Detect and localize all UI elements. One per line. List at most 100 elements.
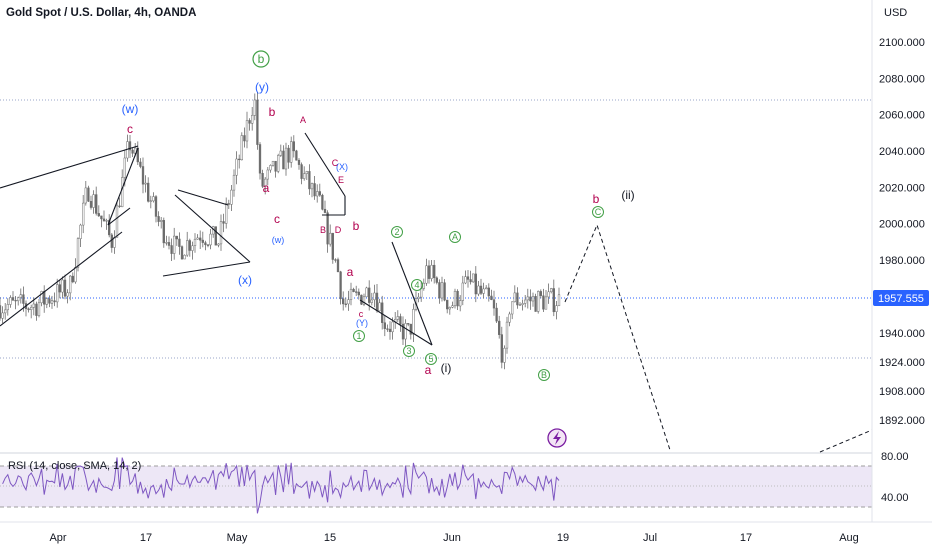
candle-body [238,158,241,161]
candle [206,244,210,248]
candle [167,236,171,250]
price-tick-label: 2000.000 [879,219,925,231]
candle-body [479,285,483,294]
price-tick-label: 2080.000 [879,73,925,85]
candle-body [74,267,77,283]
candle-body [160,220,163,222]
candle [199,230,202,249]
candle-body [365,287,368,298]
candle-body [435,277,438,283]
candle-body [529,296,532,302]
candle-body [76,238,80,268]
candle [56,278,59,308]
time-tick-label: Jul [643,532,657,544]
candle [433,260,436,284]
rsi-axis: 80.00 40.00 [881,451,909,504]
candle-body [100,215,103,220]
candle-body [245,120,249,142]
wave-label: (i) [441,361,452,375]
candle-body [180,246,184,260]
candle [547,283,550,304]
candle-body [27,308,30,311]
candles-group [0,92,561,370]
candle [355,285,358,296]
candle-body [219,221,223,245]
candle [238,154,241,169]
wave-label: A [452,232,458,242]
candle [149,195,152,209]
candle-body [170,245,173,254]
candle [14,296,17,310]
candle [518,302,522,306]
candle-body [84,187,87,204]
candle [474,266,477,303]
candle [417,293,420,303]
wave-circle [592,206,604,218]
trendline [177,189,229,206]
candle [144,175,147,193]
candle [136,141,139,165]
candle-body [459,300,462,307]
candle-body [56,284,59,303]
candle-body [123,157,126,178]
candle [139,158,142,169]
candle-body [134,147,137,154]
candle [329,224,332,247]
candle-body [271,160,275,166]
candle [529,289,532,310]
candle-body [251,115,254,124]
candle-body [542,295,545,310]
candle [331,232,334,264]
candle-body [305,171,308,174]
candle [37,299,41,318]
candle-body [303,173,306,179]
candle [334,258,337,263]
candle-body [105,220,108,222]
candle [152,192,155,203]
candle [141,157,145,194]
price-tick-label: 2060.000 [879,110,925,122]
candle-body [430,264,433,279]
candle [58,280,61,299]
candle-body [399,316,402,325]
candle-body [43,291,46,305]
candle [386,324,389,332]
candle [313,176,316,200]
time-tick-label: Jun [443,532,461,544]
candle-body [472,273,475,283]
candle-body [204,242,207,246]
wave-label: 3 [406,346,411,356]
candle [92,190,95,214]
candle-body [97,213,100,217]
candle [1,306,4,324]
candle [308,164,311,195]
candle-body [131,149,134,154]
candle-body [513,292,516,303]
last-price-badge [873,290,929,306]
candle [115,201,119,238]
candle [100,215,103,228]
candle-body [253,99,256,116]
event-marker[interactable] [547,428,567,448]
candle-body [121,177,124,208]
candle [53,292,56,307]
candle-body [412,309,415,335]
candle-body [310,183,314,190]
candle [251,107,254,131]
candle-body [534,296,537,312]
candle [526,288,529,309]
candle [446,299,449,314]
candle [381,295,384,330]
wave-label: (w) [122,102,139,116]
candle-body [188,240,191,251]
candle-body [308,171,311,190]
candle-body [30,307,33,310]
candle [456,289,459,310]
candle-body [95,194,98,214]
candle-body [295,150,298,161]
candle-body [108,220,111,236]
candle-body [409,323,412,335]
candle [469,270,472,285]
candle [63,274,67,300]
